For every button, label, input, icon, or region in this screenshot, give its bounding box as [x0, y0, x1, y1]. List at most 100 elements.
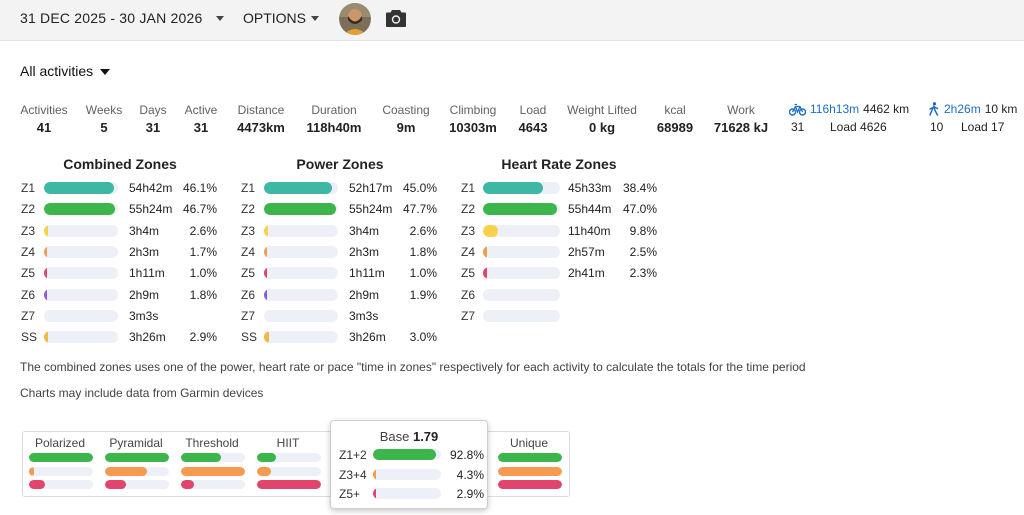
zone-time: 2h3m — [349, 244, 380, 259]
user-avatar[interactable] — [339, 3, 371, 35]
distribution-name: Polarized — [34, 436, 86, 450]
zone-bar-track — [483, 309, 560, 322]
zone-bar-fill — [44, 331, 49, 344]
walk-count: 10 — [930, 120, 944, 134]
date-range-selector[interactable]: 31 DEC 2025 - 30 JAN 2026 — [20, 10, 225, 26]
combined-zones-note: The combined zones uses one of the power… — [20, 360, 806, 374]
base-popup-row: Z1+2 92.8% — [339, 448, 484, 462]
zone-bar-track — [483, 245, 560, 258]
zone-label: Z2 — [241, 202, 256, 217]
ride-duration-link[interactable]: 116h13m — [810, 102, 860, 116]
zone-percent: 46.7% — [182, 202, 217, 217]
summary-stat: Active 31 — [185, 103, 218, 135]
base-distribution-popup: Base 1.79 Z1+2 92.8% Z3+4 4.3% Z5+ 2.9% — [330, 420, 488, 509]
zone-row: Z6 2h9m 1.8% — [21, 288, 251, 302]
distribution-unique[interactable]: Unique — [494, 431, 564, 489]
distribution-bar — [105, 466, 169, 476]
distribution-name: HIIT — [276, 436, 300, 450]
zone-bar-track — [44, 331, 118, 344]
zone-row: Z6 — [461, 288, 691, 302]
zone-percent: 1.7% — [189, 244, 217, 259]
zone-row: SS 3h26m 3.0% — [241, 330, 471, 344]
zone-percent: 2.9% — [189, 330, 217, 345]
zone-bar-track — [264, 224, 338, 237]
zone-time: 2h9m — [349, 287, 380, 302]
zone-bar-fill — [264, 245, 267, 258]
zone-bar-fill — [264, 288, 267, 301]
zone-percent: 1.8% — [409, 244, 437, 259]
summary-stat-label: Days — [139, 103, 167, 117]
distribution-bar-fill — [105, 453, 169, 462]
zone-bar-fill — [483, 245, 487, 258]
summary-stat: Days 31 — [139, 103, 166, 135]
zone-percent: 2.3% — [629, 266, 657, 281]
zone-percent: 2.5% — [629, 244, 657, 259]
zone-percent: 2.6% — [189, 223, 217, 238]
summary-stat: Coasting 9m — [382, 103, 429, 135]
zone-bar-track — [264, 182, 338, 194]
zone-bar-fill — [264, 267, 267, 280]
summary-stat-label: Work — [727, 103, 755, 117]
zone-bar-fill — [264, 182, 332, 194]
zone-label: Z3 — [241, 223, 256, 238]
summary-stat-label: Weeks — [85, 103, 123, 117]
zone-percent: 1.0% — [409, 266, 437, 281]
activity-filter-dropdown[interactable]: All activities — [20, 63, 111, 79]
zone-bar-fill — [483, 182, 544, 194]
distribution-bar-fill — [29, 466, 35, 476]
zone-label: Z7 — [461, 308, 476, 323]
summary-stat-value: 68989 — [656, 120, 694, 135]
base-popup-bar-track — [373, 449, 441, 460]
zone-percent: 45.0% — [402, 181, 437, 195]
distribution-pyramidal[interactable]: Pyramidal — [101, 431, 171, 489]
summary-stat: Activities 41 — [20, 103, 67, 135]
base-popup-percent: 2.9% — [456, 487, 484, 501]
zone-percent: 47.7% — [402, 202, 437, 217]
zone-percent: 1.8% — [189, 287, 217, 302]
distribution-polarized[interactable]: Polarized — [25, 431, 95, 489]
zone-label: Z4 — [21, 244, 36, 259]
distribution-threshold[interactable]: Threshold — [177, 431, 247, 489]
bicycle-icon — [789, 103, 806, 116]
ride-distance: 4462 km — [863, 102, 910, 116]
distribution-bar — [29, 480, 93, 489]
zone-label: Z6 — [241, 287, 256, 302]
distribution-bar-fill — [257, 466, 272, 476]
zone-row: Z5 1h11m 1.0% — [21, 266, 251, 280]
zone-bar-track — [483, 288, 560, 301]
base-popup-score: 1.79 — [412, 429, 439, 444]
walk-duration-link[interactable]: 2h26m — [944, 102, 981, 116]
distribution-bar — [181, 466, 245, 476]
distribution-bar-fill — [29, 480, 45, 489]
ride-load: Load 4626 — [830, 120, 887, 134]
zone-percent: 3.0% — [409, 330, 437, 345]
base-popup-percent: 92.8% — [449, 448, 484, 462]
distribution-bar — [498, 480, 562, 489]
training-distribution-panel — [22, 431, 570, 497]
walking-icon — [929, 102, 939, 116]
zone-time: 2h3m — [129, 244, 160, 259]
zone-label: SS — [241, 330, 258, 345]
options-menu-button[interactable]: OPTIONS — [243, 10, 320, 26]
distribution-hiit[interactable]: HIIT — [253, 431, 323, 489]
summary-stat-value: 4643 — [518, 120, 548, 135]
zone-time: 45h33m — [568, 181, 612, 195]
distribution-bar-fill — [105, 466, 147, 476]
zone-bar-fill — [264, 224, 268, 237]
base-popup-title-label: Base — [379, 429, 410, 444]
summary-stat: Work 71628 kJ — [714, 103, 768, 135]
zone-row: Z7 — [461, 309, 691, 323]
zone-bar-track — [264, 331, 338, 344]
zone-bar-fill — [44, 203, 115, 216]
distribution-bar-fill — [257, 480, 321, 489]
sport-summary-ride: 116h13m 4462 km 31 Load 4626 — [789, 102, 909, 134]
zone-row: Z3 11h40m 9.8% — [461, 224, 691, 238]
zone-label: Z4 — [241, 244, 256, 259]
summary-stat-value: 9m — [396, 120, 416, 135]
camera-icon[interactable] — [385, 8, 407, 28]
chevron-down-icon — [216, 15, 225, 21]
distribution-bar — [257, 466, 321, 476]
base-popup-percent: 4.3% — [456, 467, 484, 482]
summary-stat: Distance 4473km — [237, 103, 285, 135]
zone-bar-track — [264, 267, 338, 280]
